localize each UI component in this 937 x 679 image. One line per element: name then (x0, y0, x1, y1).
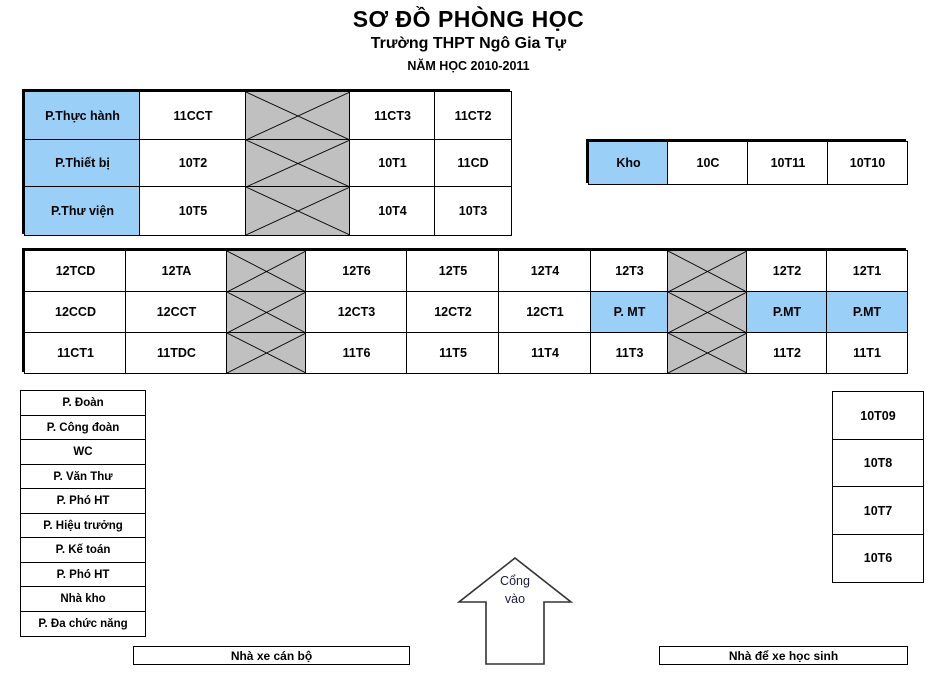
room-cell[interactable]: 11T3 (590, 332, 669, 374)
entrance-gate-arrow (456, 555, 574, 667)
room-cell[interactable]: 10T2 (139, 139, 247, 188)
room-cell[interactable]: 10T11 (747, 141, 829, 185)
top-right-building-block: Kho 10C 10T11 10T10 (586, 139, 908, 185)
room-cell[interactable]: 10T6 (832, 533, 924, 583)
student-parking-label: Nhà để xe học sinh (728, 648, 839, 663)
room-cell[interactable]: 12CCT (125, 291, 228, 334)
stairwell-cell (226, 332, 307, 374)
stairwell-cell (245, 139, 351, 188)
office-list-item[interactable]: P. Phó HT (20, 488, 146, 515)
office-list-item[interactable]: P. Văn Thư (20, 463, 146, 490)
stairwell-cell (667, 291, 748, 334)
room-cell[interactable]: 12TCD (24, 250, 127, 293)
room-cell[interactable]: 12T5 (406, 250, 500, 293)
room-cell[interactable]: 11CD (434, 139, 512, 188)
room-cell[interactable]: 12CCD (24, 291, 127, 334)
stairwell-cell (245, 91, 351, 141)
school-name: Trường THPT Ngô Gia Tự (370, 35, 567, 52)
room-cell[interactable]: P.MT (826, 291, 908, 334)
gate-label: Cổng vào (456, 572, 574, 608)
room-cell[interactable]: 12T4 (498, 250, 592, 293)
room-cell[interactable]: 11T2 (746, 332, 828, 374)
room-cell[interactable]: 10T1 (349, 139, 436, 188)
page-title: SƠ ĐỒ PHÒNG HỌC (352, 6, 585, 32)
room-cell[interactable]: P. MT (590, 291, 669, 334)
right-classroom-column: 10T09 10T8 10T7 10T6 (832, 391, 924, 583)
room-cell[interactable]: 10T4 (349, 186, 436, 236)
room-cell[interactable]: 12T6 (305, 250, 408, 293)
student-parking-bar: Nhà để xe học sinh (659, 646, 908, 665)
office-list-item[interactable]: P. Đa chức năng (20, 610, 146, 637)
room-cell[interactable]: P.Thực hành (24, 91, 141, 141)
room-cell[interactable]: 12T3 (590, 250, 669, 293)
room-cell[interactable]: 10T09 (832, 391, 924, 441)
gate-label-line1: Cổng (500, 574, 530, 588)
top-left-building-block: P.Thực hành 11CCT 11CT3 11CT2 P.Thiết bị 10T2… (22, 89, 512, 236)
room-cell[interactable]: 10T10 (827, 141, 908, 185)
administration-office-column: P. Đoàn P. Công đoàn WC P. Văn Thư P. Phó HT… (20, 390, 146, 637)
room-cell[interactable]: 12TA (125, 250, 228, 293)
gate-label-line2: vào (504, 592, 526, 607)
office-list-item[interactable]: WC (20, 439, 146, 466)
office-list-item[interactable]: P. Đoàn (20, 390, 146, 417)
room-cell[interactable]: 11CT2 (434, 91, 512, 141)
room-cell[interactable]: 11T1 (826, 332, 908, 374)
room-cell[interactable]: 10T7 (832, 486, 924, 536)
room-cell[interactable]: 11T6 (305, 332, 408, 374)
room-cell[interactable]: 11CT1 (24, 332, 127, 374)
stairwell-cell (667, 250, 748, 293)
room-cell[interactable]: 12CT3 (305, 291, 408, 334)
room-cell[interactable]: P.Thư viện (24, 186, 141, 236)
room-cell[interactable]: 11T4 (498, 332, 592, 374)
room-cell[interactable]: 11CT3 (349, 91, 436, 141)
room-cell[interactable]: 11CCT (139, 91, 247, 141)
room-cell[interactable]: Kho (588, 141, 669, 185)
stairwell-cell (226, 291, 307, 334)
office-list-item[interactable]: P. Kế toán (20, 537, 146, 564)
stairwell-cell (667, 332, 748, 374)
room-cell[interactable]: P.MT (746, 291, 828, 334)
office-list-item[interactable]: Nhà kho (20, 586, 146, 613)
office-list-item[interactable]: P. Hiệu trưởng (20, 512, 146, 539)
stairwell-cell (226, 250, 307, 293)
room-cell[interactable]: 11TDC (125, 332, 228, 374)
room-cell[interactable]: 10T5 (139, 186, 247, 236)
staff-parking-bar: Nhà xe cán bộ (133, 646, 410, 665)
room-cell[interactable]: P.Thiết bị (24, 139, 141, 188)
academic-year: NĂM HỌC 2010-2011 (407, 59, 530, 73)
middle-building-block: 12TCD 12TA 12T6 12T5 12T4 12T3 12T2 12T1 12CCD 12… (22, 248, 908, 374)
office-list-item[interactable]: P. Phó HT (20, 561, 146, 588)
room-cell[interactable]: 10C (667, 141, 749, 185)
stairwell-cell (245, 186, 351, 236)
staff-parking-label: Nhà xe cán bộ (230, 648, 313, 663)
room-cell[interactable]: 12T1 (826, 250, 908, 293)
room-cell[interactable]: 12CT1 (498, 291, 592, 334)
room-cell[interactable]: 10T3 (434, 186, 512, 236)
room-cell[interactable]: 10T8 (832, 438, 924, 488)
room-cell[interactable]: 12T2 (746, 250, 828, 293)
room-cell[interactable]: 12CT2 (406, 291, 500, 334)
room-cell[interactable]: 11T5 (406, 332, 500, 374)
office-list-item[interactable]: P. Công đoàn (20, 414, 146, 441)
